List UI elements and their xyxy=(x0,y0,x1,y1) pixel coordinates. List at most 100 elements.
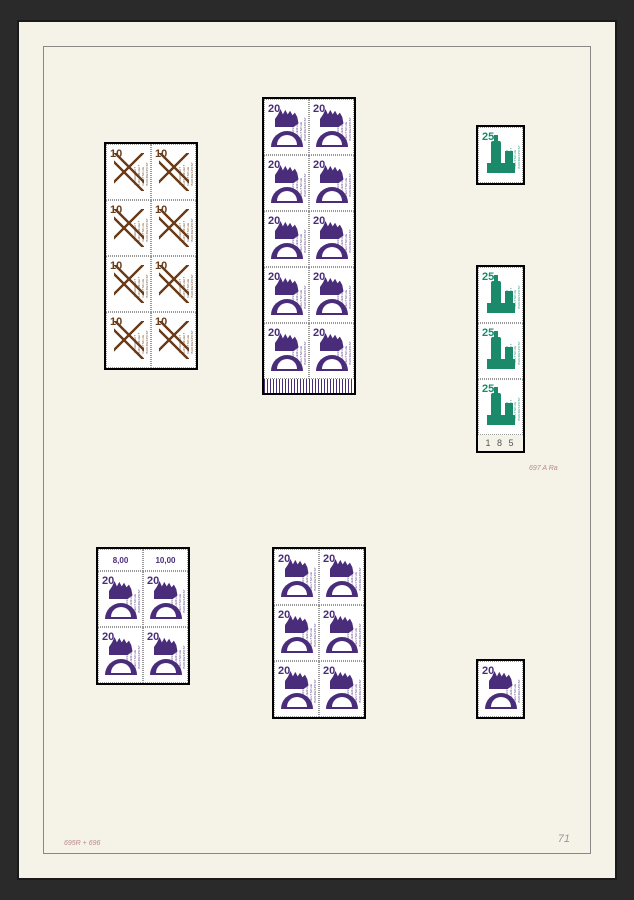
strip-25-1x3: 25JEDERZEIT SICHERHEIT · DEUTSCHE BUNDES… xyxy=(476,265,525,453)
bottle-icon xyxy=(487,333,515,369)
saw-hand-icon xyxy=(316,163,348,203)
saw-hand-icon xyxy=(150,635,182,675)
stamp-brown_10: 10JEDERZEIT SICHERHEIT · DEUTSCHE BUNDES… xyxy=(151,200,196,256)
stamp-image xyxy=(102,575,139,623)
stamp-purple_20: 20JEDERZEIT SICHERHEIT · DEUTSCHE BUNDES… xyxy=(309,323,354,379)
number-tab: 1 8 5 xyxy=(478,435,523,451)
page-number: 71 xyxy=(558,833,570,845)
stamp-image xyxy=(268,103,305,151)
ladder-icon xyxy=(159,321,189,359)
stamp-image xyxy=(268,215,305,263)
saw-hand-icon xyxy=(281,669,313,709)
grid: 25JEDERZEIT SICHERHEIT · DEUTSCHE BUNDES… xyxy=(478,267,523,451)
annotation-right: 697 A Ra xyxy=(529,465,558,472)
stamp-purple_20: 20JEDERZEIT SICHERHEIT · DEUTSCHE BUNDES… xyxy=(309,211,354,267)
stamp-image xyxy=(102,631,139,679)
ladder-icon xyxy=(159,153,189,191)
stamp-image xyxy=(313,159,350,207)
grid: 8,00 10,00 20JEDERZEIT SICHERHEIT · DEUT… xyxy=(98,549,188,683)
stamp-image xyxy=(313,327,350,375)
stamp-image xyxy=(313,103,350,151)
inner-frame: 10JEDERZEIT SICHERHEIT · DEUTSCHE BUNDES… xyxy=(43,46,591,854)
stamp-purple_20: 20JEDERZEIT SICHERHEIT · DEUTSCHE BUNDES… xyxy=(264,323,309,379)
saw-hand-icon xyxy=(316,107,348,147)
saw-hand-icon xyxy=(485,669,517,709)
ladder-icon xyxy=(159,209,189,247)
stamp-image xyxy=(110,204,147,252)
stamp-image xyxy=(110,148,147,196)
saw-hand-icon xyxy=(105,579,137,619)
stamp-purple_20: 20JEDERZEIT SICHERHEIT · DEUTSCHE BUNDES… xyxy=(309,155,354,211)
stamp-image xyxy=(268,327,305,375)
saw-hand-icon xyxy=(326,669,358,709)
stamp-brown_10: 10JEDERZEIT SICHERHEIT · DEUTSCHE BUNDES… xyxy=(151,256,196,312)
stamp-image xyxy=(268,271,305,319)
bottle-icon xyxy=(487,137,515,173)
saw-hand-icon xyxy=(326,613,358,653)
saw-hand-icon xyxy=(281,557,313,597)
selvage-price-right: 10,00 xyxy=(143,549,188,571)
stamp-purple_20: 20JEDERZEIT SICHERHEIT · DEUTSCHE BUNDES… xyxy=(319,661,364,717)
grid: 20JEDERZEIT SICHERHEIT · DEUTSCHE BUNDES… xyxy=(264,99,354,393)
block-20-price-2x2: 8,00 10,00 20JEDERZEIT SICHERHEIT · DEUT… xyxy=(96,547,190,685)
stamp-brown_10: 10JEDERZEIT SICHERHEIT · DEUTSCHE BUNDES… xyxy=(151,144,196,200)
stamp-green_25: 25JEDERZEIT SICHERHEIT · DEUTSCHE BUNDES… xyxy=(478,127,523,183)
bottle-icon xyxy=(487,277,515,313)
stamp-purple_20: 20JEDERZEIT SICHERHEIT · DEUTSCHE BUNDES… xyxy=(264,267,309,323)
stamp-green_25: 25JEDERZEIT SICHERHEIT · DEUTSCHE BUNDES… xyxy=(478,323,523,379)
stamp-image xyxy=(110,316,147,364)
ladder-icon xyxy=(114,153,144,191)
stamp-image xyxy=(482,131,519,179)
stamp-image xyxy=(155,316,192,364)
selvage-bottom xyxy=(264,379,354,393)
stamp-image xyxy=(110,260,147,308)
stamp-image xyxy=(323,609,360,657)
stamp-purple_20: 20JEDERZEIT SICHERHEIT · DEUTSCHE BUNDES… xyxy=(264,99,309,155)
stamp-image xyxy=(155,260,192,308)
stamp-image xyxy=(323,665,360,713)
saw-hand-icon xyxy=(316,331,348,371)
stamp-brown_10: 10JEDERZEIT SICHERHEIT · DEUTSCHE BUNDES… xyxy=(106,144,151,200)
grid: 20JEDERZEIT SICHERHEIT · DEUTSCHE BUNDES… xyxy=(274,549,364,717)
grid: 20JEDERZEIT SICHERHEIT · DEUTSCHE BUNDES… xyxy=(478,661,523,717)
saw-hand-icon xyxy=(150,579,182,619)
stamp-purple_20: 20JEDERZEIT SICHERHEIT · DEUTSCHE BUNDES… xyxy=(143,627,188,683)
saw-hand-icon xyxy=(281,613,313,653)
stamp-image xyxy=(482,327,519,375)
album-page: 10JEDERZEIT SICHERHEIT · DEUTSCHE BUNDES… xyxy=(17,20,617,880)
stamp-purple_20: 20JEDERZEIT SICHERHEIT · DEUTSCHE BUNDES… xyxy=(143,571,188,627)
block-20-2x3: 20JEDERZEIT SICHERHEIT · DEUTSCHE BUNDES… xyxy=(272,547,366,719)
stamp-image xyxy=(278,609,315,657)
stamp-image xyxy=(313,215,350,263)
saw-hand-icon xyxy=(271,331,303,371)
saw-hand-icon xyxy=(105,635,137,675)
saw-hand-icon xyxy=(326,557,358,597)
saw-hand-icon xyxy=(271,163,303,203)
single-25-top: 25JEDERZEIT SICHERHEIT · DEUTSCHE BUNDES… xyxy=(476,125,525,185)
saw-hand-icon xyxy=(316,275,348,315)
block-10-2x4: 10JEDERZEIT SICHERHEIT · DEUTSCHE BUNDES… xyxy=(104,142,198,370)
annotation-left: 695R + 696 xyxy=(64,840,100,847)
bottle-icon xyxy=(487,389,515,425)
stamp-image xyxy=(147,575,184,623)
block-20-2x5: 20JEDERZEIT SICHERHEIT · DEUTSCHE BUNDES… xyxy=(262,97,356,395)
stamp-purple_20: 20JEDERZEIT SICHERHEIT · DEUTSCHE BUNDES… xyxy=(309,267,354,323)
ladder-icon xyxy=(114,265,144,303)
stamp-image xyxy=(323,553,360,601)
grid: 10JEDERZEIT SICHERHEIT · DEUTSCHE BUNDES… xyxy=(106,144,196,368)
saw-hand-icon xyxy=(271,275,303,315)
stamp-purple_20: 20JEDERZEIT SICHERHEIT · DEUTSCHE BUNDES… xyxy=(319,605,364,661)
stamp-image xyxy=(482,271,519,319)
stamp-purple_20: 20JEDERZEIT SICHERHEIT · DEUTSCHE BUNDES… xyxy=(274,605,319,661)
stamp-brown_10: 10JEDERZEIT SICHERHEIT · DEUTSCHE BUNDES… xyxy=(151,312,196,368)
stamp-purple_20: 20JEDERZEIT SICHERHEIT · DEUTSCHE BUNDES… xyxy=(274,549,319,605)
stamp-image xyxy=(155,148,192,196)
saw-hand-icon xyxy=(271,107,303,147)
stamp-image xyxy=(147,631,184,679)
stamp-brown_10: 10JEDERZEIT SICHERHEIT · DEUTSCHE BUNDES… xyxy=(106,200,151,256)
selvage-price-left: 8,00 xyxy=(98,549,143,571)
stamp-image xyxy=(268,159,305,207)
saw-hand-icon xyxy=(271,219,303,259)
stamp-image xyxy=(482,383,519,431)
stamp-purple_20: 20JEDERZEIT SICHERHEIT · DEUTSCHE BUNDES… xyxy=(478,661,523,717)
